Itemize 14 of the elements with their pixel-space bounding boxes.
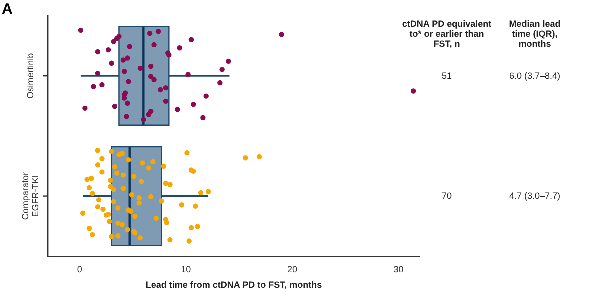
text: 4.7 (3.0–7.7) (509, 191, 561, 202)
x-tick-label: 10 (181, 264, 192, 274)
annotation: ctDNA PD equivalent to* or earlier than FST, n (401, 19, 493, 49)
x-tick-label: 20 (287, 264, 298, 274)
x-tick-label: 0 (77, 264, 82, 274)
y-tick-label: Comparator EGFR-TKI (20, 172, 40, 220)
text: 6.0 (3.7–8.4) (509, 71, 561, 82)
x-tick-label: 30 (394, 264, 404, 274)
text: Median lead time (IQR), months (508, 19, 562, 49)
y-tick-label: Osimertinib (25, 53, 36, 99)
chart-title: A (2, 1, 13, 18)
x-axis-title: Lead time from ctDNA PD to FST, months (146, 280, 322, 290)
text: 70 (442, 191, 452, 202)
text: 51 (442, 71, 452, 82)
